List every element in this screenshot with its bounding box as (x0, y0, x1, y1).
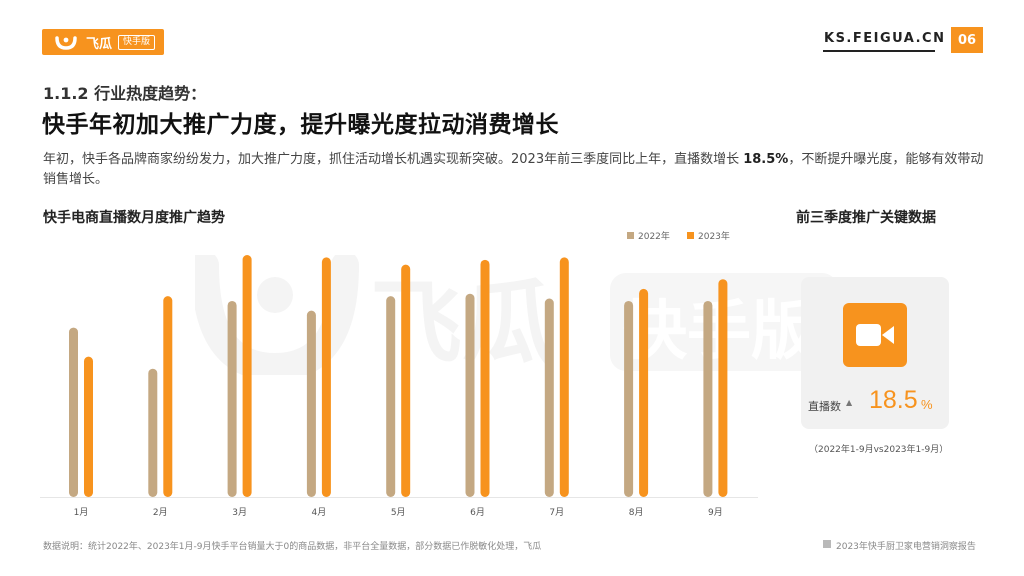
x-tick-label: 6月 (470, 507, 485, 518)
bar-chart: 1月 2月 3月 4月 5月 6月 7月 8月 9月 2022年 2023年 (40, 230, 758, 518)
legend-label: 2022年 (638, 230, 670, 242)
bar-2022 (703, 300, 713, 497)
bar-2023 (163, 296, 173, 497)
bar-2023 (480, 259, 490, 497)
legend-swatch (687, 232, 694, 239)
x-tick-label: 7月 (549, 507, 564, 518)
site-url[interactable]: KS.FEIGUA.CN (824, 31, 946, 46)
bar-2022 (306, 310, 316, 497)
stat-value: 18.5 (869, 386, 918, 414)
description-text-2: ，不断提升曝光度，能够有效带动销售增长。 (43, 152, 984, 187)
description-highlight: 18.5% (743, 152, 789, 167)
bar-2023 (639, 288, 649, 497)
logo-badge: 快手版 (118, 34, 156, 50)
source-note: 数据说明：统计2022年、2023年1月-9月快手平台销量大于0的商品数据，非平… (43, 542, 542, 552)
bar-2022 (465, 293, 475, 497)
x-tick-label: 9月 (708, 507, 723, 518)
up-arrow-icon: ▲ (846, 398, 853, 407)
brand-logo: 飞瓜 快手版 (42, 29, 164, 55)
chart-title: 快手电商直播数月度推广趋势 (43, 210, 225, 226)
bar-2023 (559, 257, 569, 497)
report-name: 2023年快手厨卫家电营销洞察报告 (836, 542, 976, 552)
bar-2022 (227, 300, 237, 497)
site-underline (823, 50, 935, 52)
bar-2023 (321, 257, 331, 497)
x-tick-label: 4月 (312, 507, 327, 518)
bar-2022 (544, 298, 554, 497)
bar-2023 (401, 264, 411, 497)
x-tick-label: 5月 (391, 507, 406, 518)
x-tick-label: 8月 (629, 507, 644, 518)
bar-2022 (148, 368, 158, 497)
legend-label: 2023年 (698, 230, 730, 242)
stat-note: （2022年1-9月vs2023年1-9月） (809, 445, 949, 455)
description-text-1: 年初，快手各品牌商家纷纷发力，加大推广力度，抓住活动增长机遇实现新突破。2023… (43, 152, 744, 167)
report-marker-icon (823, 540, 831, 548)
bar-2022 (386, 296, 396, 497)
stat-unit: % (921, 397, 933, 412)
section-label: 1.1.2 行业热度趋势： (43, 84, 207, 103)
page-number: 06 (951, 27, 983, 53)
bar-2023 (718, 279, 728, 497)
bar-2022 (624, 300, 634, 497)
x-tick-label: 1月 (74, 507, 89, 518)
legend-swatch (627, 232, 634, 239)
logo-mark-icon (55, 36, 77, 50)
x-tick-label: 3月 (232, 507, 247, 518)
x-tick-label: 2月 (153, 507, 168, 518)
side-panel-title: 前三季度推广关键数据 (796, 210, 936, 226)
description: 年初，快手各品牌商家纷纷发力，加大推广力度，抓住活动增长机遇实现新突破。2023… (43, 150, 988, 190)
bar-2023 (84, 356, 93, 497)
logo-name: 飞瓜 (86, 36, 113, 52)
stat-label: 直播数 (808, 400, 841, 413)
bar-2023 (242, 255, 252, 497)
page-title: 快手年初加大推广力度，提升曝光度拉动消费增长 (42, 112, 559, 138)
video-camera-icon (843, 303, 907, 367)
bar-2022 (69, 327, 78, 497)
